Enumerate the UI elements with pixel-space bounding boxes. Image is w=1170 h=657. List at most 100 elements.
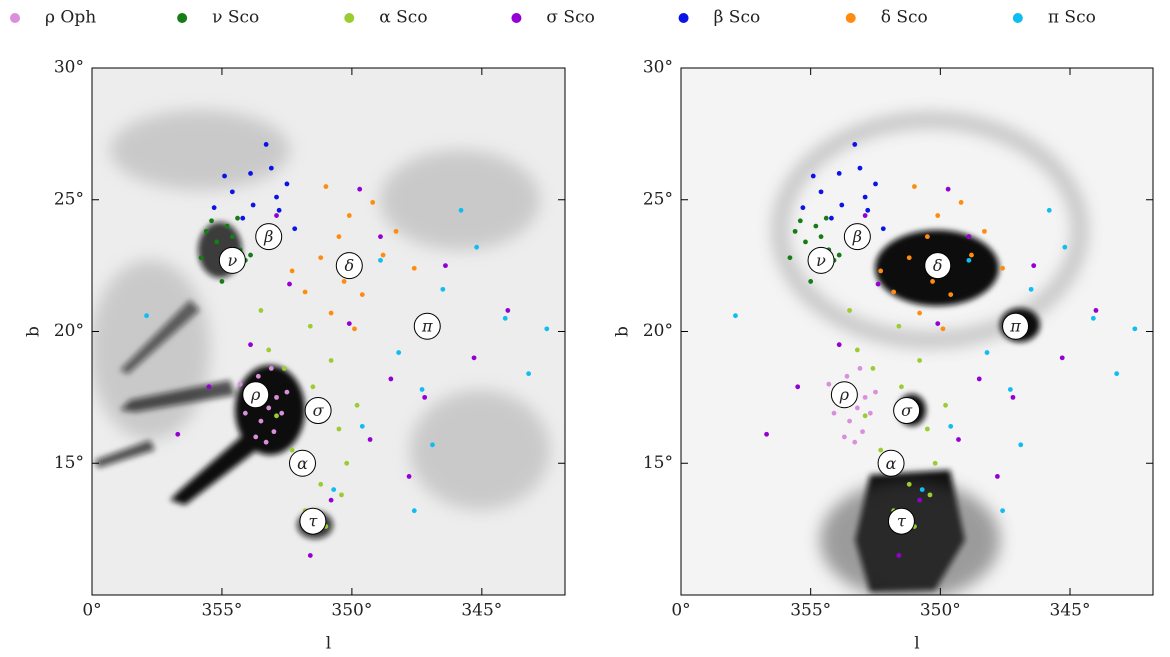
star-point [378, 234, 383, 240]
star-point [857, 365, 863, 371]
annotation-label: ρ [250, 385, 261, 404]
star-point [430, 442, 435, 448]
star-point [341, 279, 347, 284]
star-point [310, 384, 316, 390]
star-point [289, 447, 295, 453]
star-point [857, 165, 863, 171]
star-point [222, 173, 227, 179]
x-tick-label: 350° [331, 601, 372, 621]
legend-marker [845, 13, 856, 23]
star-point [344, 460, 350, 466]
star-point [359, 423, 365, 429]
star-point [1114, 371, 1120, 377]
star-point [836, 252, 842, 258]
annotation-marker [335, 252, 363, 280]
star-point [862, 194, 868, 200]
x-axis-label: l [326, 634, 331, 654]
annotation-marker [299, 507, 327, 535]
star-point [318, 481, 324, 487]
star-point [219, 279, 225, 284]
legend-label: ρ Oph [45, 8, 96, 28]
star-point [862, 394, 868, 400]
star-point [1010, 394, 1016, 400]
star-point [984, 350, 990, 355]
star-point [505, 308, 511, 313]
star-point [242, 410, 248, 416]
star-point [268, 365, 274, 371]
star-point [328, 310, 334, 316]
y-tick-label: 20° [54, 321, 84, 341]
star-point [787, 255, 793, 261]
annotation-marker [830, 381, 858, 409]
y-tick-label: 15° [54, 453, 84, 473]
star-point [388, 376, 394, 382]
star-point [924, 234, 930, 240]
star-point [917, 358, 922, 363]
star-point [873, 389, 878, 395]
annotation-label: ρ [839, 385, 850, 404]
star-point [917, 497, 922, 503]
star-point [474, 244, 480, 250]
star-point [956, 437, 961, 442]
star-point [203, 228, 209, 234]
star-point [862, 213, 868, 218]
star-point [878, 268, 884, 274]
plot-frame [680, 67, 1154, 596]
legend-label: β Sco [714, 8, 761, 28]
star-point [263, 439, 269, 445]
star-point [276, 207, 282, 213]
star-point [214, 239, 220, 245]
star-point [808, 279, 814, 284]
star-point [346, 321, 352, 326]
star-point [733, 313, 738, 319]
star-point [206, 384, 212, 390]
star-point [1018, 442, 1024, 448]
star-point [281, 365, 287, 371]
annotation-marker [218, 246, 246, 274]
star-point [255, 373, 261, 379]
star-point [471, 355, 477, 361]
star-point [935, 321, 941, 326]
star-point [854, 405, 860, 411]
legend-marker [678, 13, 689, 23]
annotation-marker [893, 397, 921, 425]
star-point [966, 234, 972, 240]
star-point [198, 255, 204, 261]
star-point [841, 434, 847, 440]
star-point [502, 315, 508, 321]
star-point [271, 429, 277, 435]
star-point [422, 394, 428, 400]
star-point [248, 171, 253, 176]
star-point [352, 326, 357, 332]
star-point [370, 199, 376, 205]
star-point [378, 257, 383, 263]
star-point [818, 189, 824, 195]
star-point [258, 418, 264, 424]
star-point [328, 358, 334, 363]
star-point [852, 439, 858, 445]
star-point [976, 376, 982, 382]
star-point [847, 418, 852, 424]
star-point [287, 281, 292, 287]
star-point [847, 308, 852, 313]
annotation-label: ν [816, 251, 826, 270]
star-point [1090, 315, 1096, 321]
star-point [248, 342, 253, 348]
star-point [912, 184, 917, 189]
y-tick-label: 25° [54, 189, 84, 209]
star-point [865, 207, 871, 213]
star-point [237, 381, 243, 387]
dust-map-1 [92, 68, 565, 595]
annotation-label: τ [897, 512, 907, 531]
annotation-label: ν [227, 251, 237, 270]
star-point [1000, 265, 1005, 271]
star-point [526, 371, 532, 377]
star-point [318, 255, 324, 261]
star-point [891, 289, 897, 295]
legend-marker [344, 13, 355, 23]
star-point [826, 381, 832, 387]
star-point [274, 194, 279, 200]
annotation-label: δ [344, 256, 354, 275]
annotation-marker [413, 312, 441, 340]
